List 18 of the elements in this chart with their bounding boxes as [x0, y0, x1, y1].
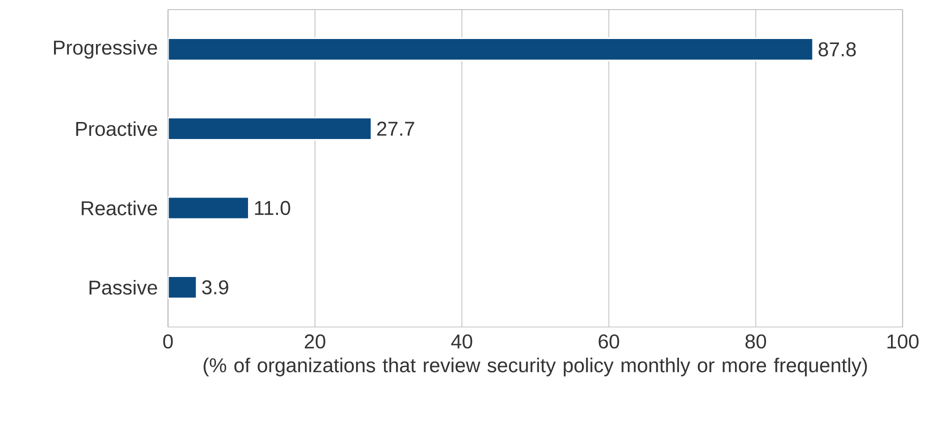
y-tick-label: Progressive: [54, 40, 158, 59]
y-tick-label: Reactive: [82, 200, 158, 216]
x-tick-label: 100: [888, 334, 919, 349]
x-tick-label: 0: [163, 334, 173, 349]
bar: [168, 37, 814, 62]
data-label: 87.8: [818, 42, 856, 56]
x-tick-label: 80: [745, 334, 766, 349]
x-axis-title: (% of organizations that review security policy monthly or more frequently): [204, 358, 867, 376]
y-tick-label: Proactive: [76, 121, 158, 136]
x-tick-label: 40: [451, 334, 472, 349]
data-label: 3.9: [202, 280, 228, 294]
bar: [168, 196, 250, 220]
data-label: 27.7: [377, 122, 414, 136]
x-tick-label: 20: [304, 334, 326, 349]
x-tick-label: 60: [598, 334, 620, 349]
data-label: 11.0: [255, 200, 290, 216]
y-tick-label: Passive: [90, 280, 158, 295]
bar: [168, 116, 372, 141]
